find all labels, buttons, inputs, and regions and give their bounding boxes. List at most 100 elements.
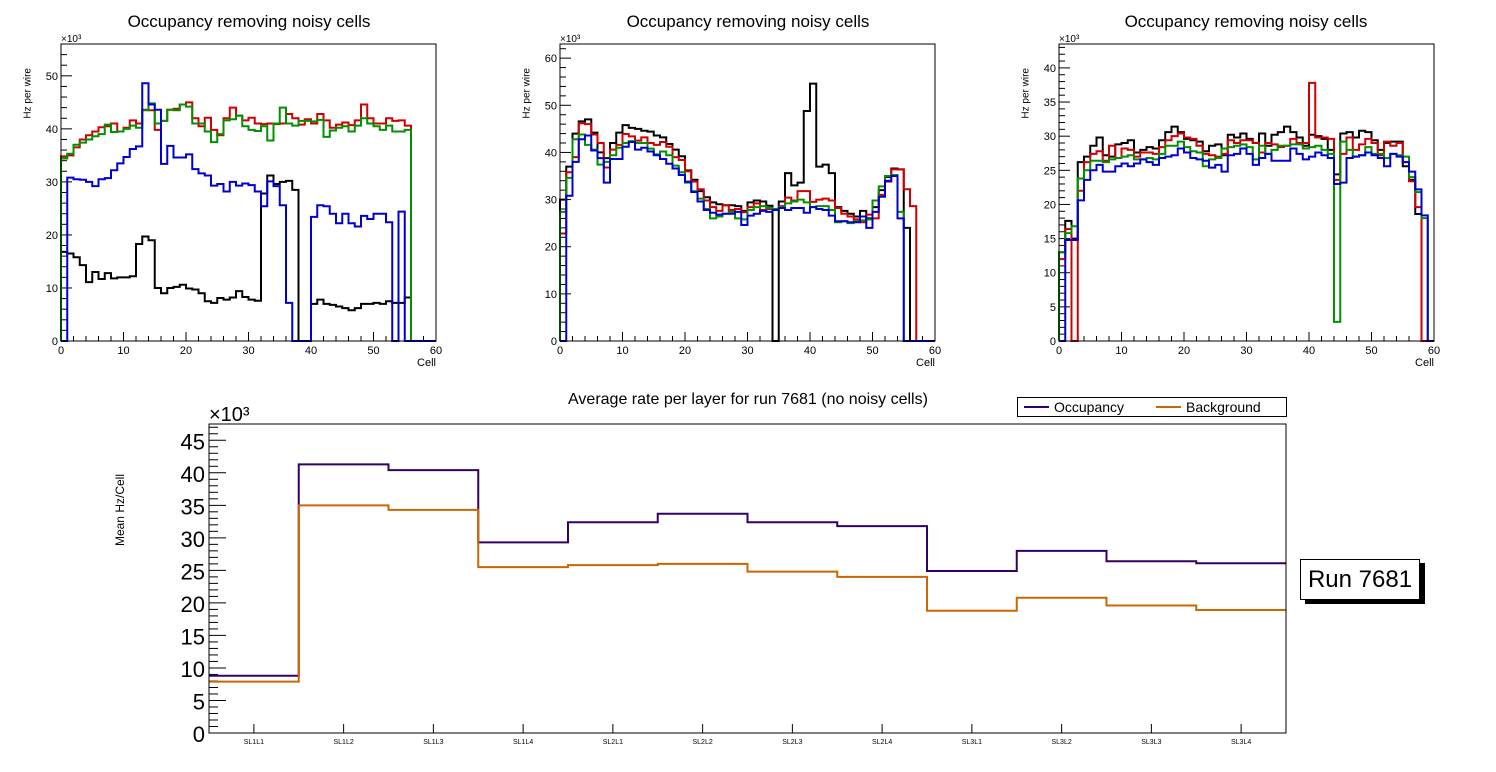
x-tick-label: 0 — [557, 345, 563, 357]
x-tick-label: SL3L1 — [962, 739, 982, 746]
x-tick-label: 50 — [1365, 345, 1377, 357]
y-tick-label: 0 — [52, 336, 58, 348]
x-tick-label: SL2L2 — [693, 739, 713, 746]
y-tick-label: 50 — [545, 100, 557, 112]
y-tick-label: 40 — [46, 124, 58, 136]
x-tick-label: 60 — [430, 345, 442, 357]
y-tick-label: 40 — [1044, 63, 1056, 75]
x-tick-label: 50 — [866, 345, 878, 357]
x-tick-label: SL2L4 — [872, 739, 892, 746]
y-tick-label: 40 — [545, 147, 557, 159]
x-tick-label: 60 — [929, 345, 941, 357]
y-tick-label: 30 — [545, 195, 557, 207]
y-tick-label: 30 — [181, 527, 205, 552]
chart-title: Occupancy removing noisy cells — [627, 12, 870, 31]
x-tick-label: 20 — [679, 345, 691, 357]
x-tick-label: 30 — [242, 345, 254, 357]
chart-title: Occupancy removing noisy cells — [1125, 12, 1368, 31]
plot-frame — [60, 43, 437, 342]
series-blue — [61, 82, 436, 342]
x-tick-label: SL3L3 — [1141, 739, 1161, 746]
x-tick-label: 10 — [1115, 345, 1127, 357]
x-tick-label: 60 — [1428, 345, 1440, 357]
legend-line-occupancy — [1024, 406, 1049, 408]
chart-3: Occupancy removing noisy cells Hz per wir… — [1020, 12, 1440, 369]
y-tick-label: 20 — [545, 242, 557, 254]
series-green — [1058, 140, 1434, 342]
x-tick-label: 10 — [117, 345, 129, 357]
legend-item-occupancy: Occupancy — [1024, 398, 1124, 416]
series-blue — [1059, 147, 1434, 342]
x-tick-label: SL3L4 — [1231, 739, 1251, 746]
x-tick-label: SL1L2 — [334, 739, 354, 746]
x-tick-label: 40 — [804, 345, 816, 357]
x-tick-label: 50 — [367, 345, 379, 357]
y-tick-label: 10 — [46, 283, 58, 295]
y-tick-label: 10 — [545, 289, 557, 301]
y-tick-label: 15 — [181, 624, 205, 649]
y-tick-label: 20 — [181, 592, 205, 617]
x-tick-label: 0 — [1056, 345, 1062, 357]
plot-frame — [1058, 43, 1435, 342]
y-tick-label: 0 — [551, 336, 557, 348]
x-tick-label: SL1L1 — [244, 739, 264, 746]
x-axis-label: Cell — [417, 357, 436, 369]
run-label: Run 7681 — [1307, 565, 1413, 593]
x-tick-label: 20 — [1178, 345, 1190, 357]
x-tick-label: 40 — [1303, 345, 1315, 357]
y-multiplier-label: ×10³ — [1059, 34, 1080, 45]
x-tick-label: SL3L2 — [1052, 739, 1072, 746]
series-black — [60, 174, 436, 342]
y-multiplier-label: ×10³ — [560, 34, 581, 45]
y-tick-label: 0 — [1050, 336, 1056, 348]
y-tick-label: 50 — [46, 71, 58, 83]
x-tick-label: 30 — [1240, 345, 1252, 357]
series-red — [559, 122, 935, 342]
y-tick-label: 30 — [46, 177, 58, 189]
legend: Occupancy Background — [1017, 397, 1287, 417]
run-label-box: Run 7681 — [1300, 559, 1420, 600]
series-background — [209, 504, 1286, 683]
y-tick-label: 35 — [1044, 97, 1056, 109]
y-tick-label: 0 — [193, 722, 205, 747]
y-axis-label: Hz per wire — [521, 68, 532, 119]
x-tick-label: 20 — [180, 345, 192, 357]
x-axis-label: Cell — [1415, 357, 1434, 369]
y-tick-label: 35 — [181, 494, 205, 519]
y-tick-label: 15 — [1044, 234, 1056, 246]
series-red — [60, 101, 436, 342]
series-black — [1058, 125, 1434, 342]
plot-frame — [208, 423, 1287, 734]
chart-2: Occupancy removing noisy cells Hz per wir… — [521, 12, 941, 369]
series-green — [559, 133, 935, 342]
y-tick-label: 10 — [181, 657, 205, 682]
x-tick-label: SL1L4 — [513, 739, 533, 746]
y-tick-label: 30 — [1044, 131, 1056, 143]
x-axis-label: Cell — [916, 357, 935, 369]
y-tick-label: 25 — [181, 559, 205, 584]
x-tick-label: SL2L3 — [782, 739, 802, 746]
y-tick-label: 25 — [1044, 165, 1056, 177]
y-tick-label: 5 — [193, 689, 205, 714]
y-multiplier-label: ×10³ — [61, 34, 82, 45]
plot-frame — [559, 43, 936, 342]
x-tick-label: 0 — [58, 345, 64, 357]
y-axis-label: Hz per wire — [1020, 68, 1031, 119]
y-axis-label: Hz per wire — [22, 68, 33, 119]
legend-label-occupancy: Occupancy — [1054, 399, 1125, 415]
y-tick-label: 40 — [181, 462, 205, 487]
chart-title: Occupancy removing noisy cells — [128, 12, 371, 31]
y-tick-label: 20 — [46, 230, 58, 242]
y-tick-label: 45 — [181, 429, 205, 454]
legend-line-background — [1156, 406, 1181, 408]
y-multiplier-label: ×10³ — [209, 404, 250, 426]
y-tick-label: 10 — [1044, 268, 1056, 280]
legend-item-background: Background — [1156, 398, 1261, 416]
series-blue — [560, 134, 935, 342]
series-green — [60, 102, 436, 342]
x-tick-label: SL2L1 — [603, 739, 623, 746]
y-tick-label: 20 — [1044, 199, 1056, 211]
chart-1: Occupancy removing noisy cells Hz per wir… — [22, 12, 442, 369]
x-tick-label: 10 — [616, 345, 628, 357]
